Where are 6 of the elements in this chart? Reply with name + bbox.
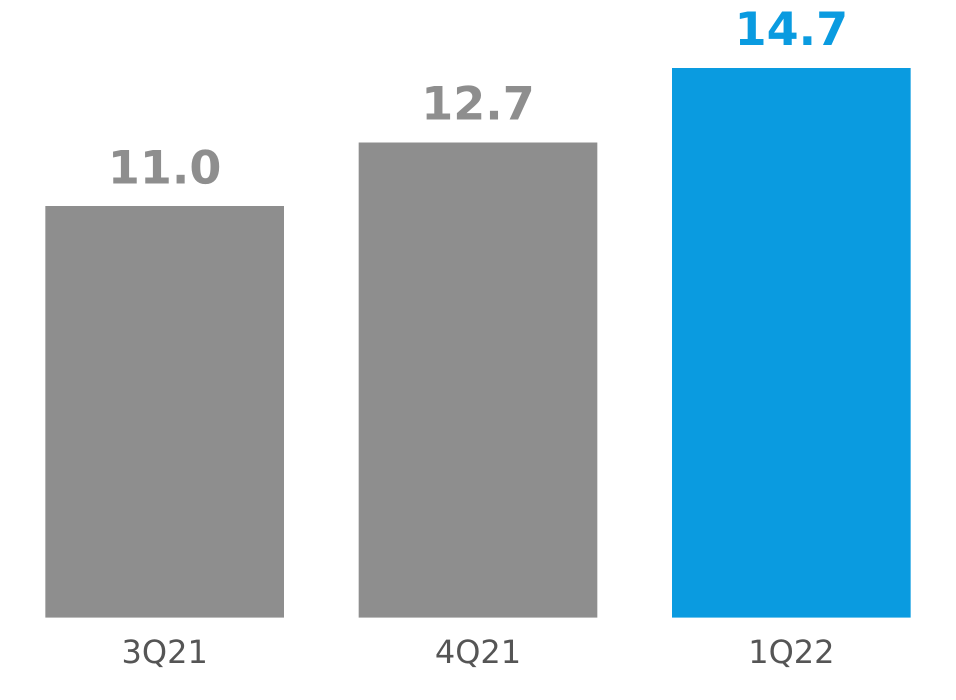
- x-tick-label: 3Q21: [122, 633, 208, 672]
- data-label: 11.0: [108, 140, 222, 194]
- x-tick-label: 1Q22: [748, 633, 834, 672]
- data-label: 14.7: [734, 2, 848, 56]
- x-tick-label: 4Q21: [434, 633, 522, 672]
- data-label: 12.7: [421, 76, 535, 131]
